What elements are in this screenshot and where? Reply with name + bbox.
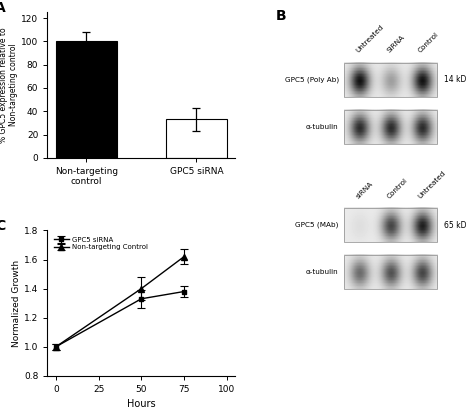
Text: SiRNA: SiRNA <box>386 34 406 54</box>
Text: GPC5 (Poly Ab): GPC5 (Poly Ab) <box>284 76 338 83</box>
Bar <box>56 41 117 158</box>
Text: siRNA: siRNA <box>356 180 374 199</box>
Y-axis label: % GPC5 expression relative to
Non-targeting control: % GPC5 expression relative to Non-target… <box>0 27 18 143</box>
Text: α-tubulin: α-tubulin <box>306 269 338 275</box>
Bar <box>344 110 437 144</box>
Text: B: B <box>276 9 287 23</box>
Text: GPC5 (MAb): GPC5 (MAb) <box>295 222 338 228</box>
Text: Untreated: Untreated <box>356 24 385 54</box>
Text: 14 kD: 14 kD <box>444 75 466 84</box>
Text: Control: Control <box>417 31 440 54</box>
Bar <box>344 63 437 97</box>
Text: 65 kD: 65 kD <box>444 221 467 230</box>
Text: α-tubulin: α-tubulin <box>306 124 338 130</box>
X-axis label: Hours: Hours <box>127 399 155 409</box>
Bar <box>166 119 227 158</box>
Text: C: C <box>0 219 5 233</box>
Bar <box>344 208 437 242</box>
Legend: GPC5 siRNA, Non-targeting Control: GPC5 siRNA, Non-targeting Control <box>51 234 150 253</box>
Text: A: A <box>0 1 6 15</box>
Bar <box>344 255 437 289</box>
Text: Control: Control <box>386 177 409 199</box>
Y-axis label: Normalized Growth: Normalized Growth <box>12 260 21 347</box>
Text: Untreated: Untreated <box>417 170 447 199</box>
